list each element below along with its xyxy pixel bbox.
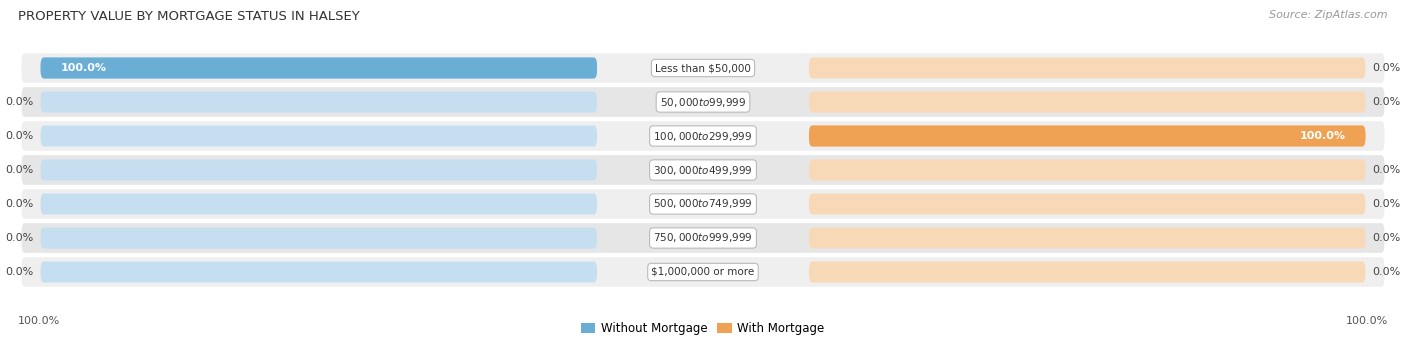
Text: 100.0%: 100.0%: [1299, 131, 1346, 141]
Text: PROPERTY VALUE BY MORTGAGE STATUS IN HALSEY: PROPERTY VALUE BY MORTGAGE STATUS IN HAL…: [18, 10, 360, 23]
FancyBboxPatch shape: [41, 227, 598, 249]
Text: $50,000 to $99,999: $50,000 to $99,999: [659, 96, 747, 108]
FancyBboxPatch shape: [808, 125, 1365, 147]
FancyBboxPatch shape: [21, 154, 1385, 186]
FancyBboxPatch shape: [41, 193, 598, 215]
FancyBboxPatch shape: [41, 57, 598, 79]
FancyBboxPatch shape: [41, 261, 598, 283]
Text: 0.0%: 0.0%: [1372, 97, 1400, 107]
FancyBboxPatch shape: [808, 125, 1365, 147]
Text: 0.0%: 0.0%: [1372, 199, 1400, 209]
FancyBboxPatch shape: [808, 159, 1365, 181]
Text: $1,000,000 or more: $1,000,000 or more: [651, 267, 755, 277]
FancyBboxPatch shape: [21, 52, 1385, 84]
Text: 0.0%: 0.0%: [1372, 233, 1400, 243]
Text: $500,000 to $749,999: $500,000 to $749,999: [654, 198, 752, 210]
Text: Source: ZipAtlas.com: Source: ZipAtlas.com: [1270, 10, 1388, 20]
FancyBboxPatch shape: [41, 159, 598, 181]
Text: 0.0%: 0.0%: [6, 233, 34, 243]
FancyBboxPatch shape: [41, 125, 598, 147]
FancyBboxPatch shape: [21, 222, 1385, 254]
Legend: Without Mortgage, With Mortgage: Without Mortgage, With Mortgage: [576, 317, 830, 340]
FancyBboxPatch shape: [21, 120, 1385, 152]
Text: 0.0%: 0.0%: [6, 199, 34, 209]
Text: 100.0%: 100.0%: [60, 63, 107, 73]
Text: Less than $50,000: Less than $50,000: [655, 63, 751, 73]
FancyBboxPatch shape: [41, 57, 598, 79]
FancyBboxPatch shape: [808, 193, 1365, 215]
FancyBboxPatch shape: [808, 91, 1365, 113]
Text: $300,000 to $499,999: $300,000 to $499,999: [654, 164, 752, 176]
Text: $100,000 to $299,999: $100,000 to $299,999: [654, 130, 752, 142]
Text: 0.0%: 0.0%: [6, 131, 34, 141]
FancyBboxPatch shape: [41, 91, 598, 113]
Text: 0.0%: 0.0%: [6, 267, 34, 277]
FancyBboxPatch shape: [808, 57, 1365, 79]
Text: 0.0%: 0.0%: [6, 165, 34, 175]
Text: 0.0%: 0.0%: [1372, 165, 1400, 175]
Text: 0.0%: 0.0%: [6, 97, 34, 107]
Text: 100.0%: 100.0%: [1346, 317, 1388, 326]
Text: 100.0%: 100.0%: [18, 317, 60, 326]
FancyBboxPatch shape: [808, 227, 1365, 249]
Text: $750,000 to $999,999: $750,000 to $999,999: [654, 232, 752, 244]
Text: 0.0%: 0.0%: [1372, 63, 1400, 73]
Text: 0.0%: 0.0%: [1372, 267, 1400, 277]
FancyBboxPatch shape: [21, 188, 1385, 220]
FancyBboxPatch shape: [808, 261, 1365, 283]
FancyBboxPatch shape: [21, 86, 1385, 118]
FancyBboxPatch shape: [21, 256, 1385, 288]
